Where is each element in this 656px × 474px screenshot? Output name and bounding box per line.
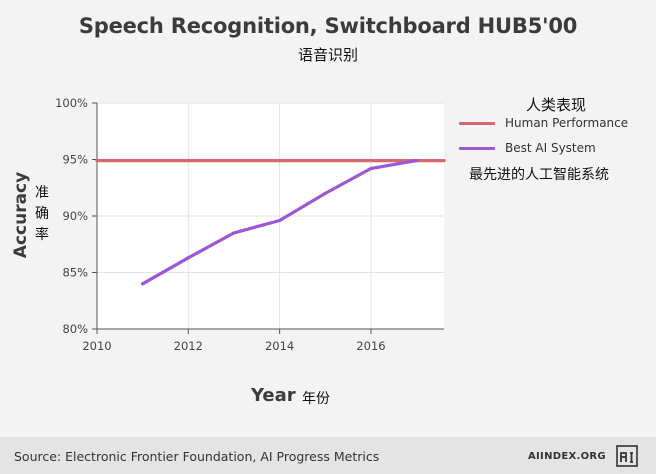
y-tick-label: 85% xyxy=(62,266,88,280)
y-tick-label: 90% xyxy=(62,209,88,223)
ai-data-point xyxy=(415,159,419,163)
x-tick-label: 2014 xyxy=(265,339,294,353)
legend-label-human: Human Performance xyxy=(505,116,629,130)
source-text: Source: Electronic Frontier Foundation, … xyxy=(14,449,380,464)
ai-index-logo-icon xyxy=(616,445,638,467)
chart-subtitle-cn: 语音识别 xyxy=(297,46,358,64)
legend-label-ai: Best AI System xyxy=(505,141,596,155)
x-tick-label: 2010 xyxy=(82,339,111,353)
y-axis-label-cn: 准确率 xyxy=(35,185,49,243)
y-tick-label: 80% xyxy=(62,322,88,336)
ai-data-point xyxy=(369,166,373,171)
y-tick-label: 100% xyxy=(55,96,88,110)
ai-data-point xyxy=(278,218,282,223)
chart-title: Speech Recognition, Switchboard HUB5'00 xyxy=(78,14,578,38)
ai-data-point xyxy=(141,282,145,286)
legend-swatch-ai xyxy=(459,147,495,150)
legend-swatch-human xyxy=(459,122,495,125)
x-tick-label: 2012 xyxy=(174,339,203,353)
legend-title-cn: 人类表现 xyxy=(526,96,587,114)
brand-link[interactable]: AIINDEX.ORG xyxy=(528,451,606,462)
x-tick-label: 2016 xyxy=(356,339,385,353)
x-axis-label-cn: 年份 xyxy=(302,391,330,407)
y-axis-label: Accuracy xyxy=(11,171,31,259)
ai-data-point xyxy=(323,191,327,195)
y-tick-label: 95% xyxy=(62,153,88,167)
legend-note-cn: 最先进的人工智能系统 xyxy=(469,167,609,183)
footer-bar: Source: Electronic Frontier Foundation, … xyxy=(0,437,656,474)
ai-data-point xyxy=(186,256,190,260)
ai-data-point xyxy=(232,231,236,235)
x-axis-label: Year xyxy=(251,385,296,406)
